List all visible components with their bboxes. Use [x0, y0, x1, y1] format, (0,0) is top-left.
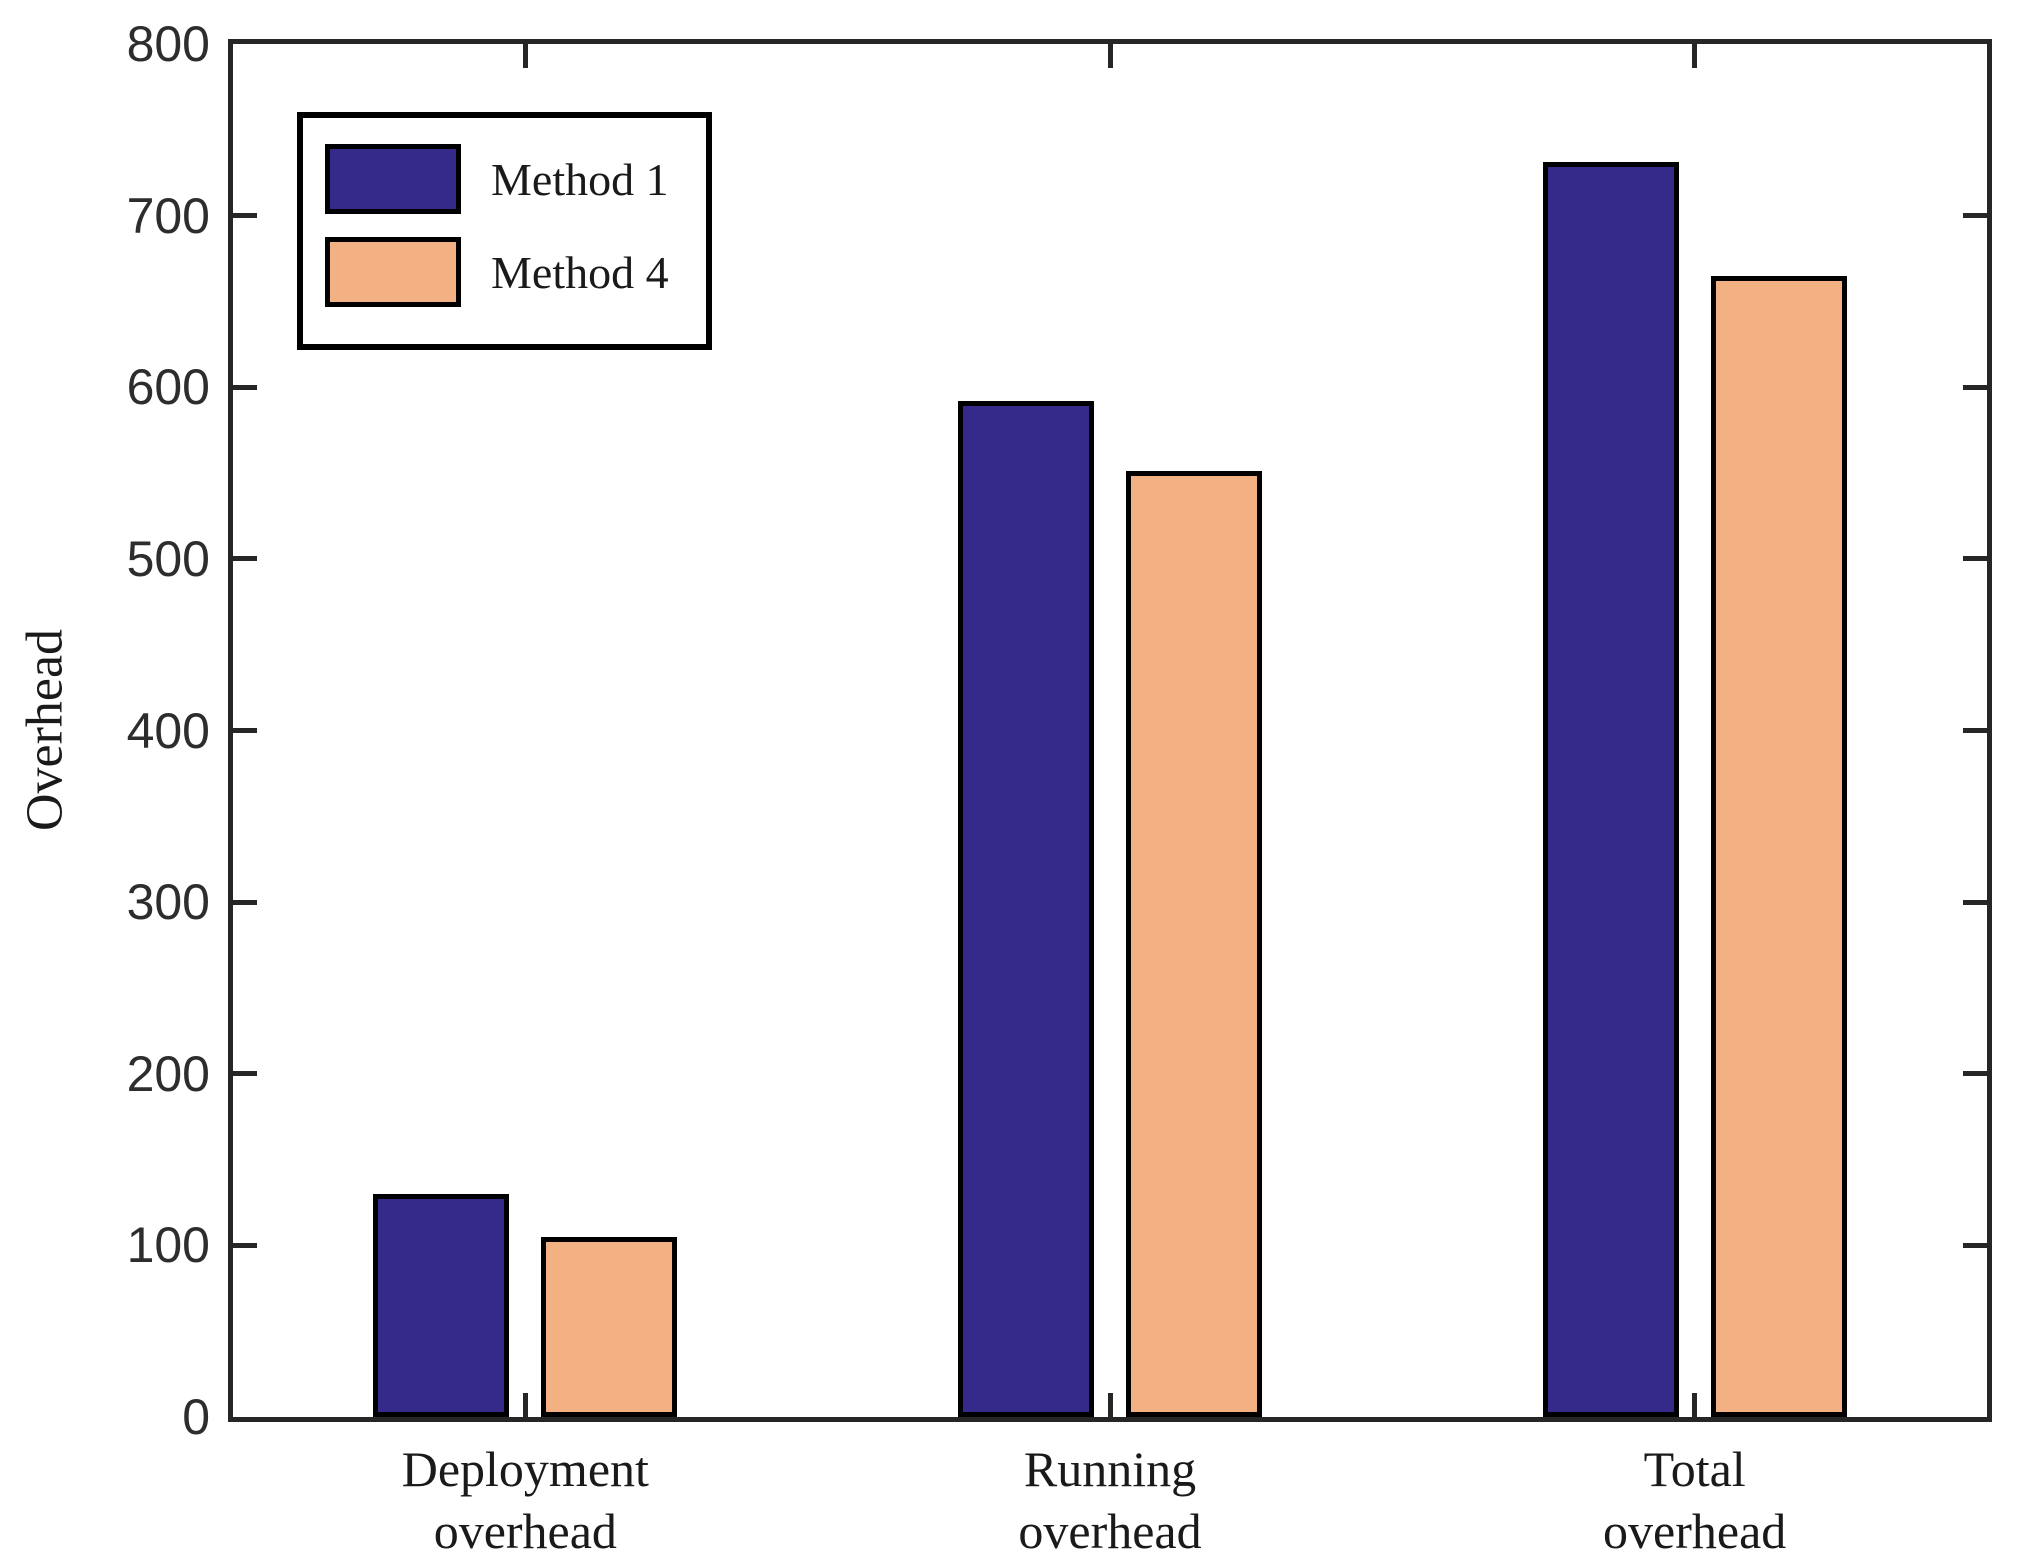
x-axis-category-labels: Deployment overhead Running overhead Total…	[0, 1438, 2019, 1564]
x-category-label-1: Deployment overhead	[401, 1441, 649, 1559]
legend-entry-method-1: Method 1	[325, 144, 669, 214]
y-tick-400	[233, 728, 257, 733]
x-tick-group-2	[1107, 1393, 1113, 1417]
x-tick-group-2	[1107, 44, 1113, 68]
y-tick-500	[233, 556, 257, 562]
legend-label-method-4: Method 4	[491, 246, 669, 298]
y-tick-200	[233, 1071, 257, 1077]
y-tick-200	[1963, 1071, 1987, 1077]
x-category-label-2: Running overhead	[1018, 1441, 1202, 1559]
y-tick-600	[233, 384, 257, 390]
bar-method-1-group-3	[1542, 162, 1679, 1417]
y-tick-700	[233, 213, 257, 219]
x-tick-group-3	[1692, 1393, 1698, 1417]
y-tick-300	[1963, 899, 1987, 905]
y-tick-400	[1963, 728, 1987, 733]
y-tick-label-500: 500	[126, 530, 210, 587]
y-tick-label-300: 300	[126, 874, 210, 931]
y-tick-label-800: 800	[126, 16, 210, 72]
y-tick-label-600: 600	[126, 359, 210, 416]
y-tick-700	[1963, 213, 1987, 219]
bar-method-4-group-1	[541, 1237, 678, 1417]
y-axis-tick-labels: 0 100 200 300 400 500 600 700 800	[0, 0, 210, 1564]
y-tick-label-100: 100	[126, 1217, 210, 1274]
legend: Method 1 Method 4	[297, 112, 712, 350]
y-tick-300	[233, 899, 257, 905]
x-tick-group-1	[522, 1393, 528, 1417]
y-tick-label-700: 700	[126, 187, 210, 244]
y-tick-600	[1963, 384, 1987, 390]
legend-swatch-method-1	[325, 144, 461, 214]
y-tick-label-0: 0	[182, 1389, 210, 1445]
bar-method-4-group-3	[1710, 276, 1847, 1417]
plot-area: Method 1 Method 4	[228, 39, 1992, 1422]
legend-swatch-method-4	[325, 237, 461, 307]
x-tick-group-3	[1692, 44, 1698, 68]
bar-method-1-group-2	[958, 401, 1094, 1417]
y-tick-100	[1963, 1242, 1987, 1248]
y-tick-100	[233, 1242, 257, 1248]
y-tick-label-400: 400	[126, 702, 210, 759]
y-tick-500	[1963, 556, 1987, 562]
y-tick-label-200: 200	[126, 1045, 210, 1102]
x-category-label-3: Total overhead	[1603, 1441, 1787, 1559]
legend-entry-method-4: Method 4	[325, 237, 669, 307]
bar-method-1-group-1	[373, 1194, 510, 1417]
legend-label-method-1: Method 1	[491, 153, 669, 205]
x-tick-group-1	[522, 44, 528, 68]
bar-method-4-group-2	[1126, 471, 1262, 1417]
